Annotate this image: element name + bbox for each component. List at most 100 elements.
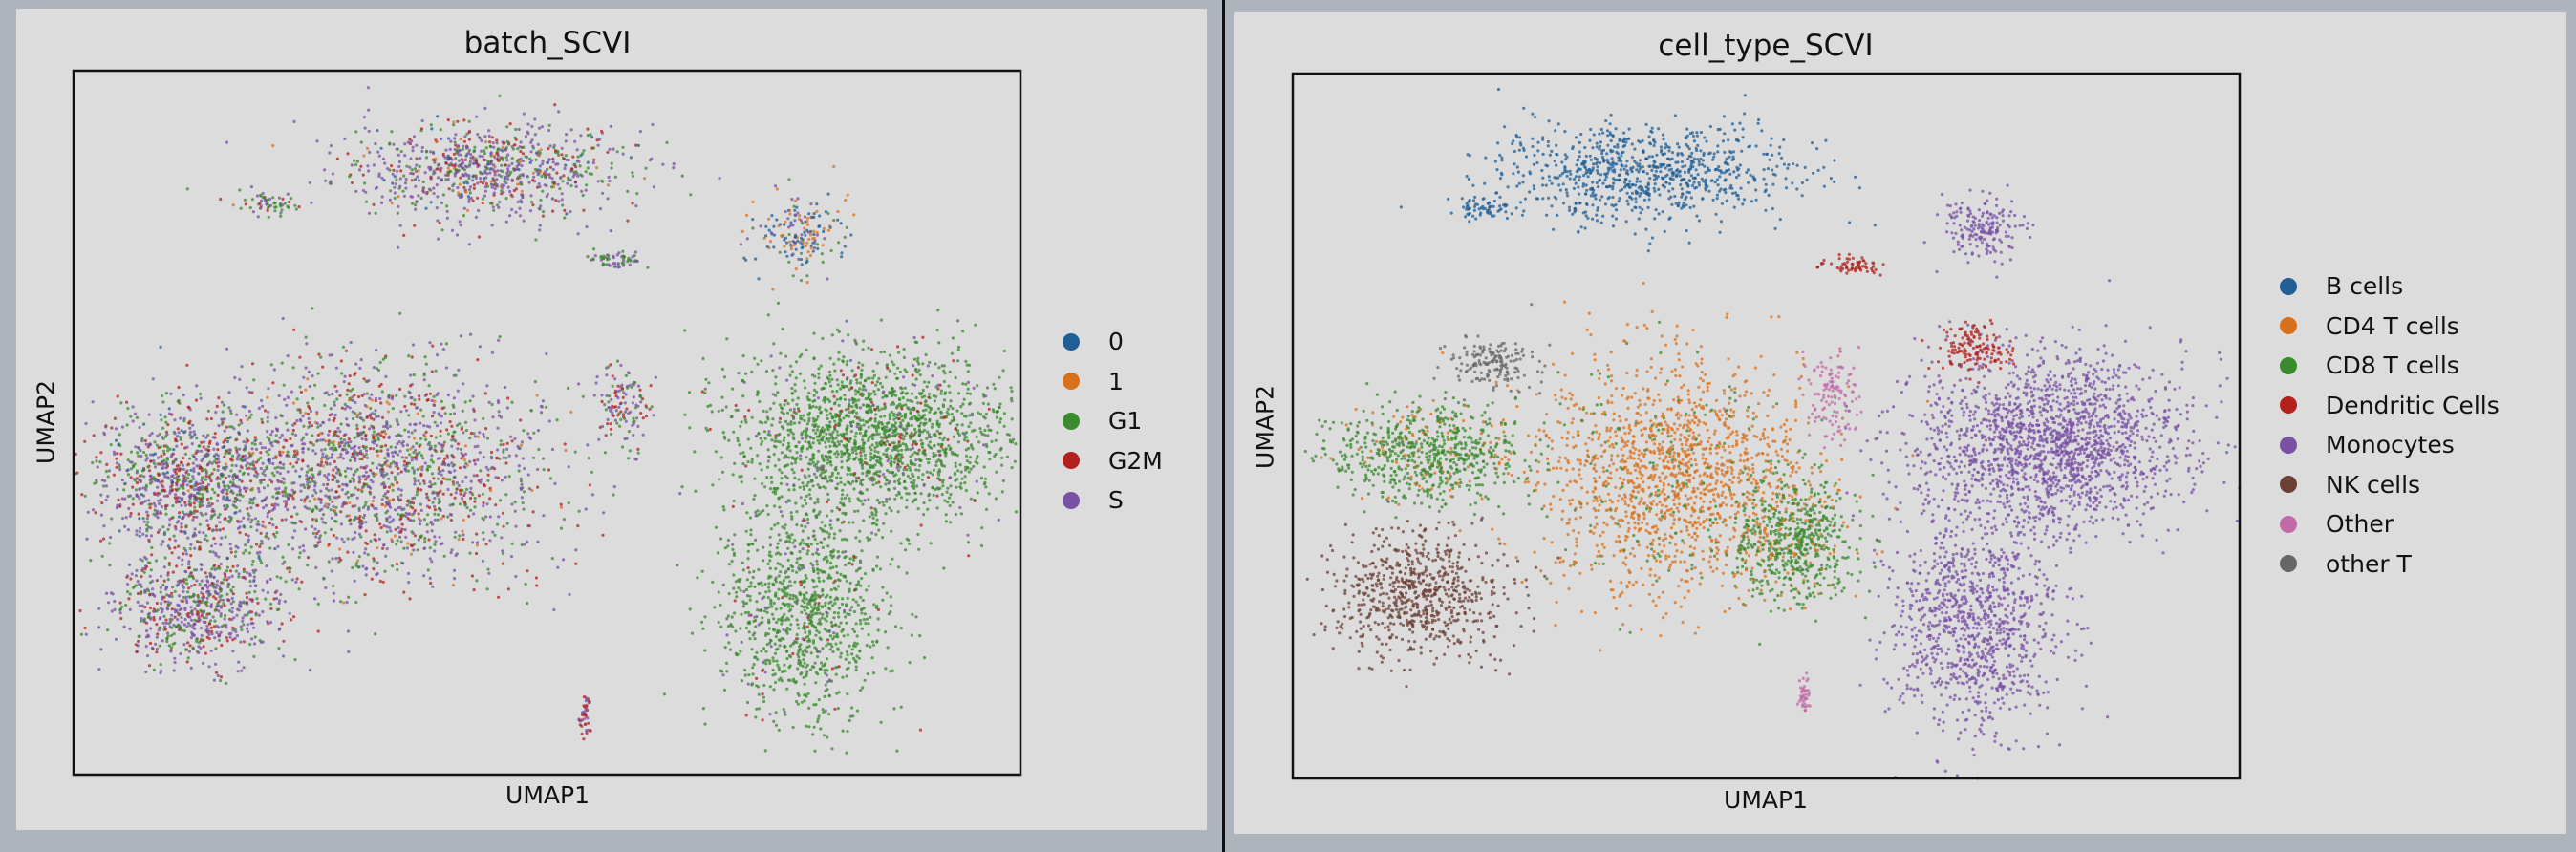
- cell-point: [543, 183, 547, 187]
- cell-point: [806, 634, 810, 639]
- cell-point: [708, 427, 712, 432]
- cell-point: [809, 246, 813, 250]
- cell-point: [570, 167, 574, 171]
- cell-point: [849, 233, 853, 237]
- cell-point: [541, 214, 546, 218]
- cell-point: [828, 634, 833, 638]
- cell-point: [825, 514, 829, 518]
- cell-point: [800, 604, 804, 608]
- cell-point: [331, 500, 334, 503]
- cell-point: [809, 605, 814, 608]
- cell-point: [917, 547, 921, 551]
- cell-point: [495, 178, 499, 181]
- cell-point: [383, 355, 388, 359]
- cell-point: [958, 505, 962, 510]
- cell-point: [493, 181, 497, 185]
- cell-point: [949, 521, 953, 524]
- cell-point: [792, 641, 796, 645]
- cell-point: [272, 507, 276, 511]
- cell-point: [449, 139, 453, 143]
- cell-point: [411, 506, 415, 510]
- cell-point: [724, 405, 728, 409]
- cell-point: [404, 177, 408, 181]
- cell-point: [839, 433, 843, 437]
- cell-point: [876, 607, 881, 612]
- cell-point: [1000, 456, 1004, 459]
- cell-point: [419, 472, 423, 476]
- cell-point: [823, 537, 826, 541]
- cell-point: [484, 140, 488, 144]
- cell-point: [848, 718, 851, 723]
- cell-point: [939, 389, 944, 393]
- cell-point: [850, 405, 854, 409]
- cell-point: [463, 164, 467, 168]
- cell-point: [867, 425, 870, 429]
- cell-point: [566, 181, 569, 185]
- cell-point: [547, 419, 551, 423]
- cell-point: [770, 480, 774, 484]
- cell-point: [732, 586, 736, 590]
- cell-point: [884, 667, 888, 671]
- cell-point: [872, 424, 876, 428]
- cell-point: [576, 174, 580, 178]
- cell-point: [853, 509, 857, 513]
- cell-point: [799, 458, 803, 461]
- cell-point: [848, 381, 852, 385]
- cell-point: [816, 571, 820, 575]
- cell-point: [871, 457, 876, 460]
- cell-point: [407, 461, 412, 465]
- cell-point: [529, 140, 533, 144]
- cell-point: [348, 501, 352, 505]
- cell-point: [806, 549, 810, 553]
- cell-point: [879, 318, 884, 322]
- cell-point: [801, 564, 805, 567]
- cell-point: [861, 418, 865, 422]
- cell-point: [861, 363, 865, 367]
- cell-point: [902, 348, 906, 351]
- cell-point: [404, 186, 408, 190]
- cell-point: [827, 439, 831, 443]
- cell-point: [727, 592, 731, 596]
- cell-point: [514, 574, 518, 579]
- cell-point: [837, 421, 841, 425]
- cell-point: [382, 524, 386, 528]
- cell-point: [351, 565, 354, 570]
- cell-point: [880, 439, 884, 443]
- cell-point: [959, 405, 963, 409]
- cell-point: [348, 406, 352, 410]
- cell-point: [308, 507, 311, 511]
- cell-point: [842, 634, 846, 638]
- cell-point: [454, 133, 458, 137]
- cell-point: [430, 398, 434, 403]
- cell-point: [904, 442, 908, 447]
- cell-point: [826, 228, 831, 232]
- cell-point: [478, 170, 483, 174]
- cell-point: [361, 505, 366, 509]
- cell-point: [706, 404, 710, 408]
- cell-point: [993, 455, 997, 458]
- cell-point: [238, 188, 242, 192]
- cell-point: [268, 441, 273, 445]
- cell-point: [800, 352, 804, 356]
- cell-point: [805, 422, 809, 426]
- cell-point: [751, 666, 755, 670]
- cell-point: [586, 127, 590, 131]
- cell-point: [582, 208, 586, 212]
- batch-scvi-panel: [16, 9, 1207, 830]
- cell-point: [748, 637, 752, 641]
- cell-point: [821, 612, 825, 617]
- cell-point: [259, 204, 263, 208]
- cell-point: [481, 197, 484, 201]
- cell-point: [414, 448, 418, 452]
- cell-point: [484, 465, 488, 469]
- cell-point: [750, 542, 754, 545]
- cell-point: [891, 471, 894, 475]
- cell-point: [815, 585, 819, 588]
- cell-point: [499, 148, 503, 152]
- cell-point: [552, 143, 556, 147]
- cell-point: [577, 509, 581, 513]
- cell-point: [754, 538, 758, 542]
- cell-point: [821, 545, 825, 549]
- cell-point: [841, 384, 845, 388]
- cell-point: [783, 710, 786, 714]
